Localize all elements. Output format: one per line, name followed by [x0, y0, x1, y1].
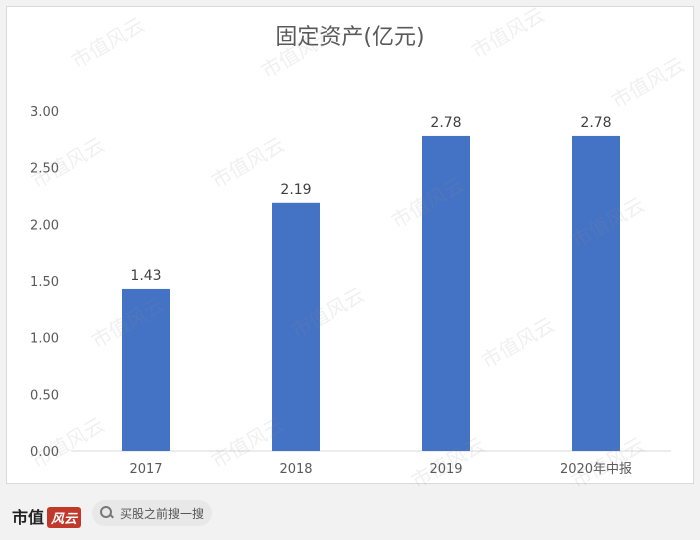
- data-label: 2.78: [580, 115, 611, 131]
- y-tick-label: 0.00: [30, 445, 59, 460]
- bar-chart: 0.00 0.50 1.00 1.50 2.00 2.50 3.00 1.43 2017 2.19…: [30, 105, 671, 477]
- x-tick-label: 2018: [279, 462, 312, 477]
- chart-card: 固定资产(亿元) 0.00 0.50 1.00 1.50 2.00 2.50 3.00 1.4…: [6, 2, 694, 493]
- x-tick-label: 2017: [129, 462, 162, 477]
- y-tick-label: 2.00: [30, 218, 59, 233]
- bar: [572, 135, 620, 451]
- data-label: 2.78: [430, 115, 461, 131]
- search-placeholder: 买股之前搜一搜: [120, 506, 205, 521]
- y-tick-label: 2.50: [30, 162, 59, 177]
- y-tick-label: 0.50: [30, 388, 59, 403]
- search-box[interactable]: 买股之前搜一搜: [92, 500, 212, 526]
- brand-badge: 风云: [47, 507, 82, 528]
- y-tick-label: 3.00: [30, 105, 59, 120]
- footer-bar: 市值 风云 买股之前搜一搜: [0, 488, 700, 540]
- y-tick-label: 1.50: [30, 275, 59, 290]
- data-label: 1.43: [130, 268, 161, 284]
- brand-logo: 市值 风云: [12, 504, 82, 528]
- bar: [272, 202, 320, 451]
- search-icon: [100, 506, 114, 520]
- data-label: 2.19: [280, 182, 311, 198]
- bar: [122, 288, 170, 451]
- y-tick-label: 1.00: [30, 332, 59, 347]
- x-tick-label: 2020年中报: [560, 462, 632, 477]
- brand-name: 市值: [12, 508, 45, 527]
- chart-title: 固定资产(亿元): [275, 25, 425, 50]
- x-tick-label: 2019: [429, 462, 462, 477]
- bar: [422, 135, 470, 451]
